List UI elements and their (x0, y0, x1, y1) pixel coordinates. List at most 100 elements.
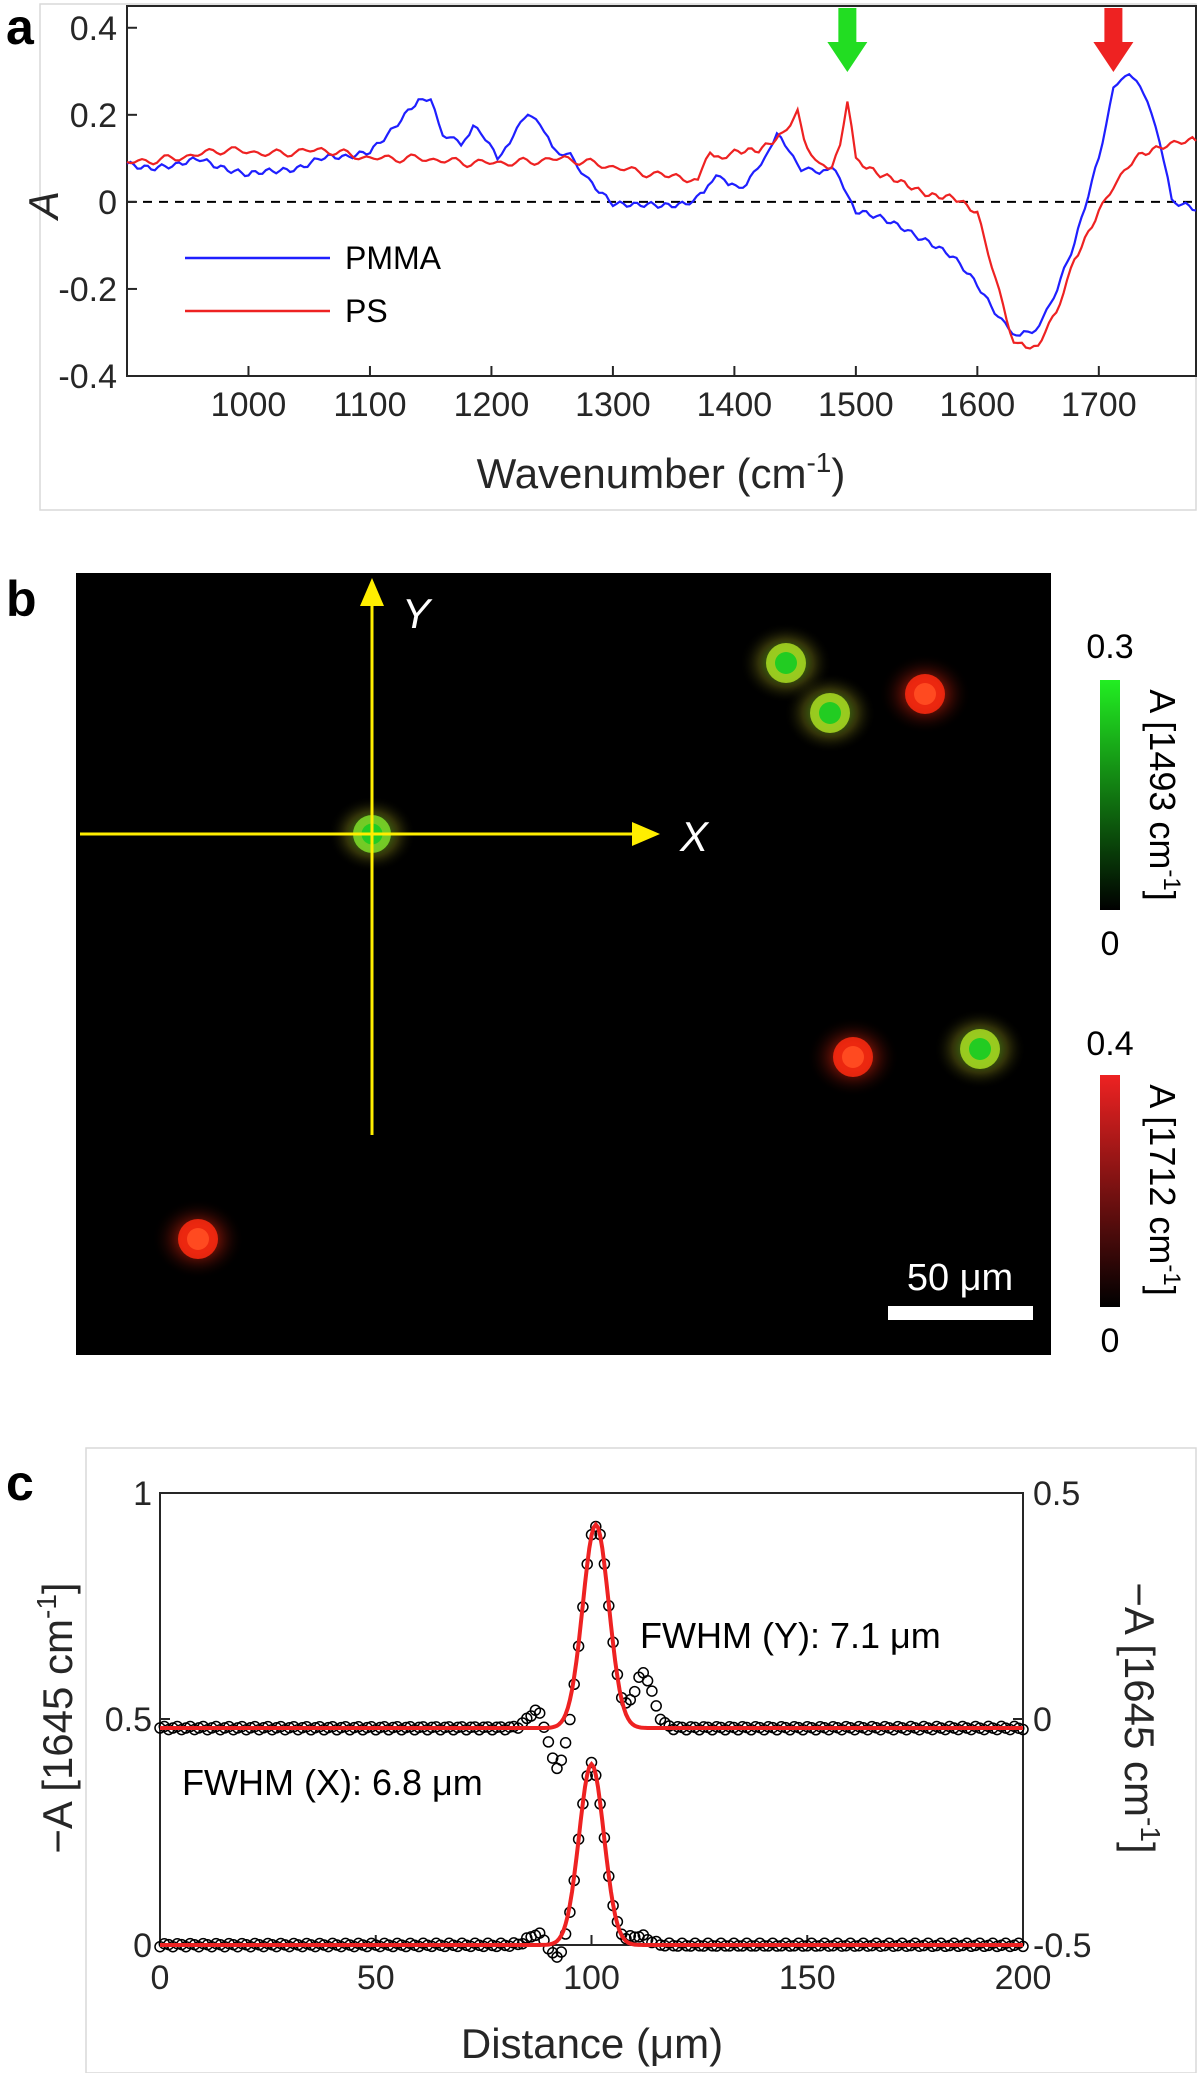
xtick-label: 1300 (575, 386, 651, 424)
panel-c-xlabel: Distance (μm) (461, 2020, 723, 2067)
scalebar-rect (888, 1306, 1033, 1320)
colorbar-green-label-sup: -1 (1158, 869, 1185, 890)
particle-green (934, 1009, 1026, 1089)
particle-core (842, 1046, 864, 1068)
ytick-label-right: 0.5 (1033, 1475, 1080, 1513)
xtick-label: 1400 (697, 386, 773, 424)
crosshair-axes: X Y (80, 578, 710, 1135)
data-point (559, 1737, 572, 1749)
ytick-label-right: -0.5 (1033, 1927, 1092, 1965)
data-point (650, 1700, 662, 1712)
particle-red (152, 1199, 244, 1279)
panel-a-xticks: 1000 1100 1200 1300 1400 1500 1600 1700 (211, 366, 1137, 424)
ytick-label-left: 1 (133, 1475, 152, 1513)
colorbar-red: 0.4 0 A [1712 cm-1] (1086, 1025, 1185, 1360)
colorbar-red-min: 0 (1101, 1322, 1120, 1360)
colorbar-green: 0.3 0 A [1493 cm-1] (1086, 628, 1185, 963)
panel-a-ylabel: A (20, 191, 67, 222)
x-axis-arrowhead (632, 822, 660, 846)
xtick-label: 1200 (454, 386, 530, 424)
xtick-label: 1600 (940, 386, 1016, 424)
panel-a-yticks: -0.4 -0.2 0 0.2 0.4 (58, 10, 137, 396)
particle-red (807, 1017, 899, 1097)
panel-a: a 1000 1100 1200 1300 1400 1500 1600 1700 -0.4-… (6, 0, 1197, 511)
panel-c-ylabel-left-sup: -1 (31, 1594, 62, 1619)
data-point (641, 1675, 654, 1687)
ytick-label: 0.4 (70, 10, 117, 48)
scalebar: 50 μm (888, 1257, 1033, 1320)
ytick-label-left: 0.5 (105, 1701, 152, 1739)
annotation-fwhm-x: FWHM (X): 6.8 μm (182, 1762, 483, 1803)
panel-c-ylabel-left-main: −A [1645 cm (34, 1619, 81, 1854)
panel-a-xlabel: Wavenumber (cm-1) (477, 447, 846, 497)
legend-label-ps: PS (345, 293, 388, 329)
panel-letter-c: c (6, 1455, 34, 1511)
particle-core (914, 683, 936, 705)
colorbar-green-label-tail: ] (1142, 891, 1183, 901)
data-point (628, 1931, 641, 1943)
colorbar-red-max: 0.4 (1086, 1025, 1133, 1063)
particle-core (819, 702, 841, 724)
annotation-fwhm-y: FWHM (Y): 7.1 μm (640, 1615, 941, 1656)
colorbar-red-label: A [1712 cm-1] (1142, 1084, 1185, 1295)
gaussian-fit-x (160, 1761, 1023, 1947)
data-point (555, 1946, 568, 1958)
ytick-label: 0 (98, 184, 117, 222)
legend-label-pmma: PMMA (345, 240, 442, 276)
panel-b: b X Y 50 μm 0.3 0 A [1493 cm-1] 0.4 0 (6, 571, 1185, 1360)
colorbar-green-label: A [1493 cm-1] (1142, 689, 1185, 900)
panel-a-axes (126, 5, 1197, 377)
xtick-label: 1500 (818, 386, 894, 424)
panel-c-ylabel-right-main: −A [1645 cm (1116, 1582, 1163, 1817)
particle-red (879, 654, 971, 734)
panel-c-ylabel-left: −A [1645 cm-1] (31, 1582, 81, 1853)
x-axis-label: X (679, 813, 710, 860)
particles (152, 623, 1026, 1279)
data-point (533, 1707, 546, 1719)
data-point (542, 1736, 555, 1748)
ytick-label: 0.2 (70, 97, 117, 135)
panel-c-ylabel-right: −A [1645 cm-1] (1116, 1582, 1166, 1853)
panel-a-arrows (827, 8, 1134, 72)
particle-core (775, 652, 797, 674)
series-line-pmma (126, 72, 1197, 337)
panel-a-xlabel-main: Wavenumber (cm (477, 450, 807, 497)
data-point (646, 1685, 658, 1697)
colorbar-red-label-tail: ] (1142, 1286, 1183, 1296)
xtick-label: 100 (563, 1959, 620, 1997)
panel-c-yticks-right: -0.5 0 0.5 (1013, 1475, 1092, 1965)
xtick-label: 0 (151, 1959, 170, 1997)
panel-c-frame (85, 1447, 1197, 2073)
data-point (628, 1685, 641, 1698)
xtick-label: 1000 (211, 386, 287, 424)
particle-core (187, 1228, 209, 1250)
xtick-label: 1100 (333, 386, 406, 424)
ytick-label: -0.4 (58, 358, 117, 396)
panel-letter-a: a (6, 0, 35, 55)
colorbar-green-min: 0 (1101, 925, 1120, 963)
scalebar-label: 50 μm (907, 1257, 1013, 1299)
particle-core (969, 1038, 991, 1060)
colorbar-green-label-main: A [1493 cm (1142, 689, 1183, 869)
data-point (555, 1754, 568, 1766)
ytick-label: -0.2 (58, 271, 117, 309)
xtick-label: 50 (357, 1959, 395, 1997)
series-line-ps (126, 101, 1197, 350)
data-point (546, 1752, 559, 1764)
panel-a-xlabel-sup: -1 (806, 447, 831, 478)
panel-c-fits (160, 1521, 1023, 1947)
colorbar-green-bar (1100, 680, 1120, 910)
panel-a-series (126, 72, 1197, 350)
y-axis-label: Y (402, 590, 433, 637)
panel-c: c 0 50 100 150 200 0 0.5 1 -0.5 0 0.5 FWHM (Y): … (6, 1447, 1197, 2073)
y-axis-arrowhead (360, 578, 384, 606)
ytick-label-left: 0 (133, 1927, 152, 1965)
panel-c-ylabel-left-tail: ] (34, 1582, 81, 1594)
panel-a-legend: PMMA PS (185, 240, 442, 329)
panel-c-ylabel-right-tail: ] (1116, 1842, 1163, 1854)
green-arrow (827, 8, 868, 72)
colorbar-red-label-main: A [1712 cm (1142, 1084, 1183, 1264)
panel-c-ylabel-right-sup: -1 (1135, 1817, 1166, 1842)
panel-a-xlabel-tail: ) (831, 450, 845, 497)
